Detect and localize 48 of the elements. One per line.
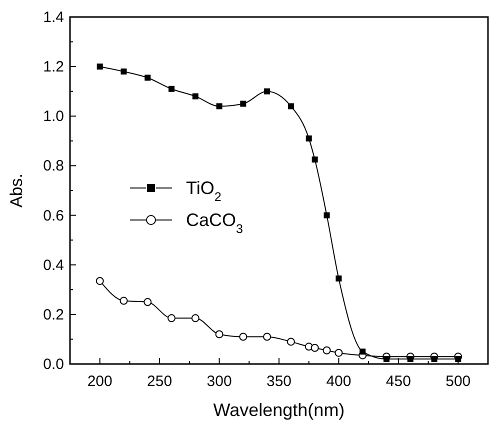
x-tick-label: 450 xyxy=(386,373,411,390)
point xyxy=(215,330,224,338)
point xyxy=(322,346,331,354)
legend-label: TiO$_{2}$ xyxy=(186,178,222,204)
point xyxy=(240,100,246,107)
point xyxy=(383,356,390,362)
point xyxy=(360,348,366,355)
y-tick-label: 0.8 xyxy=(43,158,64,175)
x-tick-label: 250 xyxy=(147,373,172,390)
point xyxy=(239,332,248,341)
point xyxy=(216,103,222,110)
point xyxy=(192,93,198,100)
point xyxy=(96,64,103,70)
y-tick-label: 1.4 xyxy=(43,9,64,26)
x-tick-label: 300 xyxy=(206,373,232,390)
x-tick-label: 400 xyxy=(326,373,352,390)
y-tick-label: 0.4 xyxy=(43,256,64,274)
legend-label: CaCO$_{3}$ xyxy=(186,210,244,236)
y-tick-label: 0.0 xyxy=(43,356,64,373)
x-tick-label: 500 xyxy=(446,373,471,390)
point xyxy=(286,338,295,346)
y-tick-label: 1.2 xyxy=(43,58,64,76)
point xyxy=(324,212,330,218)
point xyxy=(334,348,343,357)
y-axis-title: Abs. xyxy=(7,173,26,208)
point xyxy=(144,298,152,306)
point xyxy=(288,103,294,110)
point xyxy=(120,296,128,305)
point xyxy=(263,332,272,341)
point xyxy=(191,314,200,322)
y-tick-label: 0.2 xyxy=(43,306,64,324)
point xyxy=(306,135,312,142)
point xyxy=(336,275,342,282)
point xyxy=(431,356,438,362)
point xyxy=(264,88,270,94)
y-tick-label: 1.0 xyxy=(43,108,64,126)
point xyxy=(120,68,127,75)
y-tick-label: 0.6 xyxy=(43,207,64,224)
x-tick-label: 350 xyxy=(266,373,292,390)
point xyxy=(310,344,319,352)
point xyxy=(168,314,176,322)
x-axis-title: Wavelength(nm) xyxy=(213,400,345,420)
point xyxy=(407,356,414,362)
point xyxy=(312,156,318,163)
point xyxy=(96,276,104,285)
point xyxy=(168,86,175,92)
x-tick-label: 200 xyxy=(87,373,112,390)
point xyxy=(144,74,151,81)
